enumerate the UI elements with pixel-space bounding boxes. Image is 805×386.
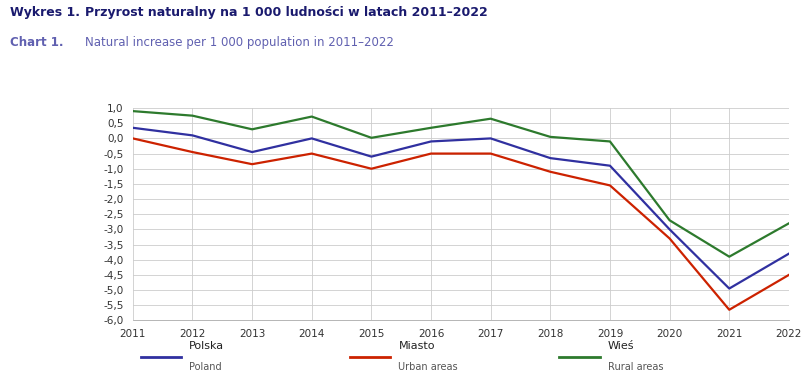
Text: Przyrost naturalny na 1 000 ludności w latach 2011–2022: Przyrost naturalny na 1 000 ludności w l… <box>85 6 487 19</box>
Text: Rural areas: Rural areas <box>608 362 663 372</box>
Text: Poland: Poland <box>189 362 222 372</box>
Text: Polska: Polska <box>189 341 225 351</box>
Text: Miasto: Miasto <box>398 341 435 351</box>
Text: Natural increase per 1 000 population in 2011–2022: Natural increase per 1 000 population in… <box>85 36 394 49</box>
Text: Wieś: Wieś <box>608 341 634 351</box>
Text: Wykres 1.: Wykres 1. <box>10 6 81 19</box>
Text: Chart 1.: Chart 1. <box>10 36 64 49</box>
Text: Urban areas: Urban areas <box>398 362 458 372</box>
